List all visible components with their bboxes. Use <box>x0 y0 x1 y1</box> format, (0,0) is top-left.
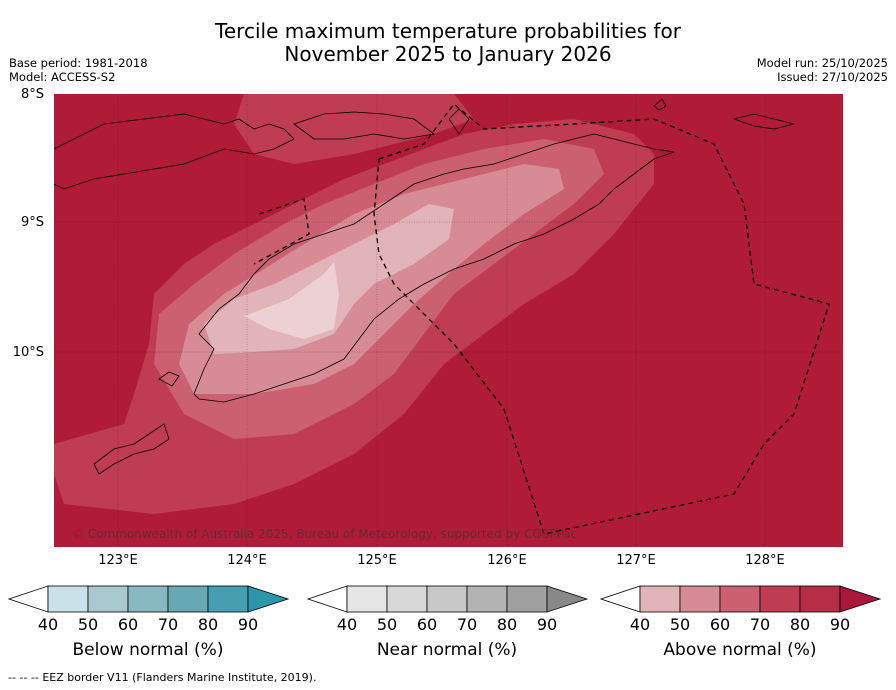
above-tick-90: 90 <box>829 615 851 634</box>
below-tick-40: 40 <box>37 615 59 634</box>
colorbar-below <box>8 585 290 613</box>
near-tick-40: 40 <box>336 615 358 634</box>
eez-legend: -- -- -- EEZ border V11 (Flanders Marine… <box>8 671 316 684</box>
meta-right: Model run: 25/10/2025 Issued: 27/10/2025 <box>757 56 888 84</box>
wetar-coastline <box>293 111 435 140</box>
below-tick-80: 80 <box>197 615 219 634</box>
colorbar-near <box>307 585 589 613</box>
above-tick-50: 50 <box>669 615 691 634</box>
lat-label-8s: 8°S <box>20 87 44 102</box>
chart-title: Tercile maximum temperature probabilitie… <box>0 20 896 66</box>
eez-legend-text: EEZ border V11 (Flanders Marine Institut… <box>42 671 317 684</box>
lon-label-127e: 127°E <box>616 553 656 568</box>
leti-coastline <box>732 113 795 130</box>
near-tick-50: 50 <box>376 615 398 634</box>
issued-date: Issued: 27/10/2025 <box>777 70 888 84</box>
model-run: Model run: 25/10/2025 <box>756 56 888 70</box>
copyright-text: © Commonwealth of Australia 2025, Bureau… <box>72 527 577 541</box>
above-tick-80: 80 <box>789 615 811 634</box>
timor-coastline <box>193 133 675 403</box>
eez-dash-sample: -- -- -- <box>8 671 39 684</box>
contour-40 <box>244 262 339 339</box>
below-tick-60: 60 <box>117 615 139 634</box>
colorbar-above <box>600 585 882 613</box>
below-normal-label: Below normal (%) <box>72 640 224 660</box>
kisar-coastline <box>653 98 667 111</box>
lon-label-123e: 123°E <box>98 553 138 568</box>
lat-label-10s: 10°S <box>12 345 44 360</box>
below-tick-50: 50 <box>77 615 99 634</box>
model-name: Model: ACCESS-S2 <box>9 70 116 84</box>
title-line-1: Tercile maximum temperature probabilitie… <box>215 19 681 43</box>
lon-label-124e: 124°E <box>227 553 267 568</box>
near-tick-90: 90 <box>536 615 558 634</box>
near-normal-label: Near normal (%) <box>376 640 518 660</box>
near-tick-60: 60 <box>416 615 438 634</box>
above-tick-40: 40 <box>629 615 651 634</box>
lon-label-125e: 125°E <box>357 553 397 568</box>
near-tick-70: 70 <box>456 615 478 634</box>
below-tick-70: 70 <box>157 615 179 634</box>
title-line-2: November 2025 to January 2026 <box>284 42 612 66</box>
eez-border <box>253 103 830 535</box>
alor-coastline <box>54 113 295 190</box>
near-tick-80: 80 <box>496 615 518 634</box>
rote-coastline <box>93 423 170 475</box>
coastlines <box>54 98 795 475</box>
lat-label-9s: 9°S <box>20 215 44 230</box>
below-tick-90: 90 <box>237 615 259 634</box>
semau-coastline <box>158 371 180 387</box>
probability-map: © Commonwealth of Australia 2025, Bureau… <box>54 94 843 547</box>
contour-80-north <box>234 94 474 164</box>
above-normal-label: Above normal (%) <box>663 640 817 660</box>
lon-label-126e: 126°E <box>487 553 527 568</box>
meta-left: Base period: 1981-2018 Model: ACCESS-S2 <box>9 56 148 84</box>
lon-label-128e: 128°E <box>745 553 785 568</box>
above-tick-70: 70 <box>749 615 771 634</box>
above-tick-60: 60 <box>709 615 731 634</box>
graticule <box>54 94 843 547</box>
base-period: Base period: 1981-2018 <box>9 56 148 70</box>
atauro-coastline <box>448 108 470 135</box>
